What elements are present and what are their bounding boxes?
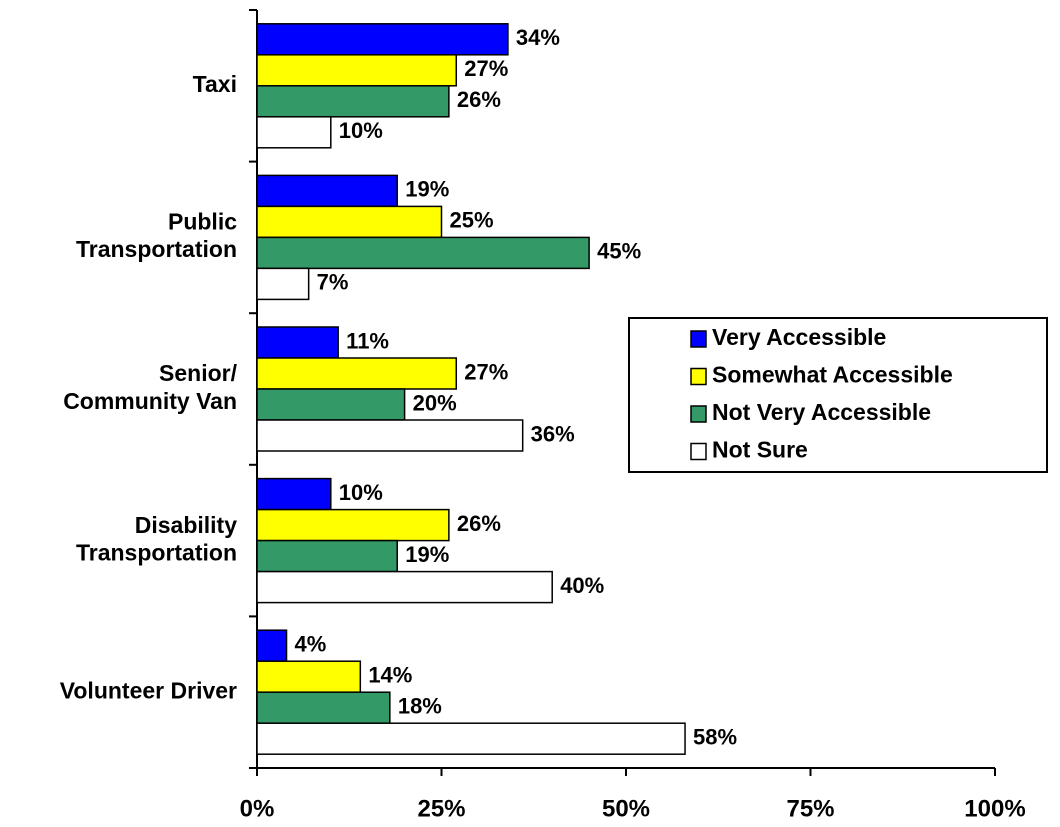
value-label: 19% — [405, 542, 449, 567]
value-label: 27% — [464, 56, 508, 81]
bar — [256, 419, 524, 452]
legend-swatch — [690, 330, 707, 348]
value-label: 26% — [457, 87, 501, 112]
y-tick-label: Taxi — [193, 71, 237, 97]
x-tick-label: 25% — [417, 795, 465, 822]
legend-swatch — [690, 442, 707, 461]
value-label: 7% — [317, 270, 349, 295]
bar — [256, 267, 310, 301]
x-tick-label: 0% — [240, 795, 275, 822]
x-tick-label: 75% — [786, 795, 834, 822]
value-label: 34% — [516, 25, 560, 50]
bar — [256, 660, 362, 693]
x-tick-label: 100% — [964, 795, 1025, 822]
y-tick-label: Public Transportation — [76, 209, 237, 263]
bar — [256, 85, 450, 118]
value-label: 18% — [398, 694, 442, 719]
legend-label: Not Sure — [712, 437, 808, 463]
legend-swatch — [690, 367, 707, 386]
legend-label: Somewhat Accessible — [712, 362, 953, 388]
bar — [256, 539, 398, 573]
bar — [256, 570, 553, 604]
x-tick-label: 50% — [602, 795, 650, 822]
bar — [256, 236, 590, 270]
value-label: 20% — [413, 390, 457, 415]
bar — [256, 174, 398, 208]
legend-label: Not Very Accessible — [712, 399, 931, 425]
value-label: 26% — [457, 511, 501, 536]
value-label: 10% — [339, 118, 383, 143]
bar — [256, 722, 686, 755]
bar — [256, 116, 332, 149]
value-label: 58% — [693, 725, 737, 750]
bar — [256, 477, 332, 511]
value-label: 25% — [450, 208, 494, 233]
legend-label: Very Accessible — [712, 324, 886, 350]
value-label: 14% — [368, 663, 412, 688]
bar — [256, 326, 339, 359]
value-label: 45% — [597, 239, 641, 264]
bar — [256, 23, 509, 56]
value-label: 10% — [339, 480, 383, 505]
value-label: 36% — [531, 421, 575, 446]
y-tick-label: Volunteer Driver — [60, 677, 237, 703]
value-label: 19% — [405, 177, 449, 202]
y-tick-label: Disability Transportation — [76, 512, 237, 566]
value-label: 4% — [295, 632, 327, 657]
bar — [256, 388, 406, 421]
bar — [256, 205, 443, 239]
bar — [256, 629, 288, 662]
value-label: 40% — [560, 573, 604, 598]
bar — [256, 508, 450, 542]
legend-swatch — [690, 405, 707, 423]
value-label: 11% — [346, 328, 389, 353]
value-label: 27% — [464, 359, 508, 384]
y-tick-label: Senior/Community Van — [63, 360, 237, 414]
bar — [256, 357, 458, 390]
bar — [256, 691, 391, 724]
bar — [256, 54, 458, 87]
